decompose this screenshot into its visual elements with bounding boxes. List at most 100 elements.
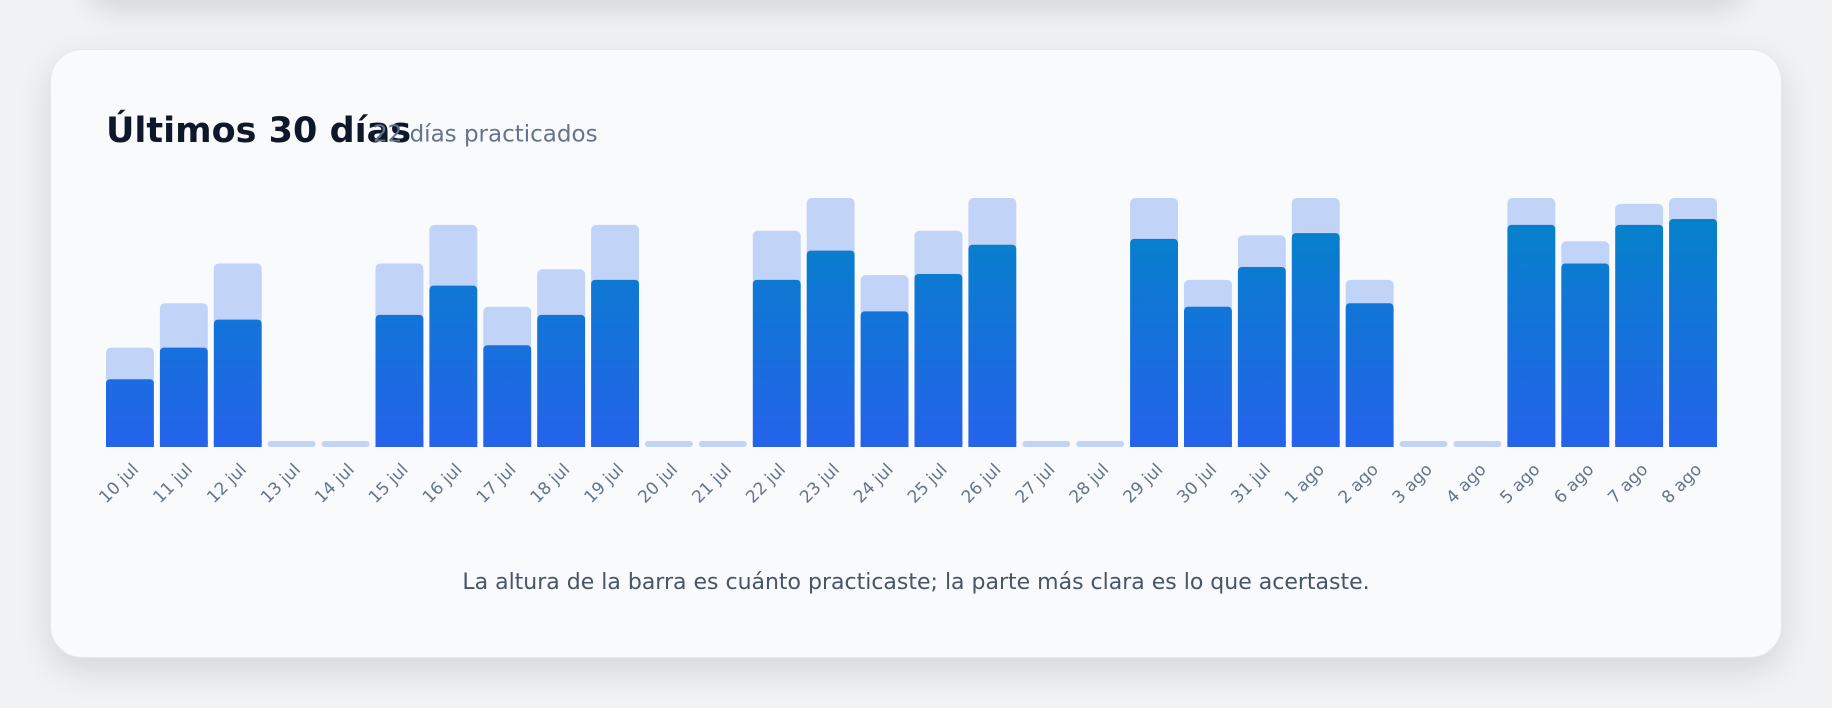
bar-dark — [591, 279, 639, 447]
bar-dark — [1561, 263, 1610, 447]
empty-day — [1076, 441, 1125, 447]
x-tick-label: 14 jul — [311, 460, 359, 508]
bar-light — [752, 230, 801, 286]
bar-dark — [483, 345, 532, 447]
bar-light — [1615, 203, 1664, 231]
bar-dark-foot — [106, 441, 154, 447]
empty-day — [267, 441, 316, 447]
bar-light — [213, 263, 262, 326]
bar-dark-foot — [1291, 441, 1340, 447]
bar-dark — [1184, 306, 1232, 447]
bar-dark — [1237, 266, 1286, 447]
bar-dark — [752, 279, 801, 447]
bar-dark-foot — [1345, 441, 1394, 447]
x-tick-label: 21 jul — [688, 460, 736, 508]
bar-light — [1669, 198, 1717, 226]
bar-light — [1184, 279, 1232, 313]
bar-dark — [1291, 233, 1340, 447]
x-tick-label: 15 jul — [365, 460, 413, 508]
bar-dark-foot — [1615, 441, 1664, 447]
x-tick-label: 30 jul — [1173, 460, 1221, 508]
x-tick-label: 26 jul — [958, 460, 1006, 508]
bar-dark — [1507, 224, 1556, 447]
x-tick-label: 10 jul — [95, 460, 143, 508]
bar-dark-foot — [1130, 441, 1178, 447]
x-tick-label: 27 jul — [1012, 460, 1060, 508]
bar-dark-foot — [968, 441, 1017, 447]
x-tick-label: 13 jul — [257, 460, 305, 508]
empty-day — [698, 441, 747, 447]
bar-light — [429, 224, 478, 292]
empty-day — [645, 441, 693, 447]
x-tick-label: 7 ago — [1604, 460, 1652, 508]
x-tick-label: 19 jul — [581, 460, 629, 508]
bar-dark-foot — [752, 441, 801, 447]
bar-light — [159, 303, 208, 354]
x-tick-label: 23 jul — [796, 460, 844, 508]
bar-dark — [375, 314, 424, 447]
x-tick-label: 20 jul — [634, 460, 682, 508]
bar-dark — [860, 311, 909, 447]
bar-dark — [106, 379, 154, 447]
x-tick-label: 28 jul — [1066, 460, 1114, 508]
x-tick-label: 22 jul — [742, 460, 790, 508]
x-tick-label: 1 ago — [1281, 460, 1329, 508]
x-tick-label: 16 jul — [419, 460, 467, 508]
bar-dark-foot — [591, 441, 639, 447]
bar-dark-foot — [1507, 441, 1556, 447]
bar-light — [1345, 279, 1394, 310]
bar-light — [591, 224, 639, 286]
bar-dark — [1615, 224, 1664, 447]
bar-dark-foot — [213, 441, 262, 447]
bar-light — [1291, 198, 1340, 240]
bar-dark-foot — [860, 441, 909, 447]
bar-dark — [806, 250, 855, 447]
bar-dark-foot — [537, 441, 586, 447]
empty-day — [321, 441, 370, 447]
x-tick-label: 11 jul — [149, 460, 197, 508]
bar-light — [860, 275, 909, 318]
bar-dark-foot — [1561, 441, 1610, 447]
bar-dark — [1345, 303, 1394, 447]
bar-dark — [968, 244, 1017, 447]
bar-dark-foot — [159, 441, 208, 447]
x-tick-label: 4 ago — [1443, 460, 1491, 508]
x-tick-label: 5 ago — [1496, 460, 1544, 508]
bar-light — [968, 198, 1017, 251]
x-tick-label: 18 jul — [527, 460, 575, 508]
empty-day — [1399, 441, 1448, 447]
bar-dark — [914, 273, 963, 447]
bar-light — [806, 198, 855, 257]
bar-dark — [159, 347, 208, 447]
bar-dark-foot — [1184, 441, 1232, 447]
x-tick-label: 17 jul — [473, 460, 521, 508]
bar-light — [106, 347, 154, 386]
x-tick-label: 8 ago — [1658, 460, 1706, 508]
bar-dark-foot — [806, 441, 855, 447]
x-tick-label: 25 jul — [904, 460, 952, 508]
bar-dark — [537, 314, 586, 447]
bar-light — [483, 306, 532, 352]
bar-light — [914, 230, 963, 280]
bar-dark-foot — [375, 441, 424, 447]
x-tick-label: 6 ago — [1550, 460, 1598, 508]
bar-dark-foot — [1669, 441, 1717, 447]
subtitle: 22 días practicados — [373, 122, 598, 148]
bar-light — [1130, 198, 1178, 245]
bar-dark — [1669, 219, 1717, 447]
bar-light — [537, 269, 586, 321]
x-tick-label: 12 jul — [203, 460, 251, 508]
x-tick-label: 31 jul — [1227, 460, 1275, 508]
x-tick-label: 24 jul — [850, 460, 898, 508]
x-tick-label: 3 ago — [1389, 460, 1437, 508]
bar-dark — [213, 319, 262, 447]
bar-light — [1507, 198, 1556, 231]
empty-day — [1022, 441, 1071, 447]
bar-dark — [429, 285, 478, 447]
bar-dark-foot — [429, 441, 478, 447]
bar-dark-foot — [1237, 441, 1286, 447]
bar-dark-foot — [914, 441, 963, 447]
bar-dark — [1130, 238, 1178, 447]
